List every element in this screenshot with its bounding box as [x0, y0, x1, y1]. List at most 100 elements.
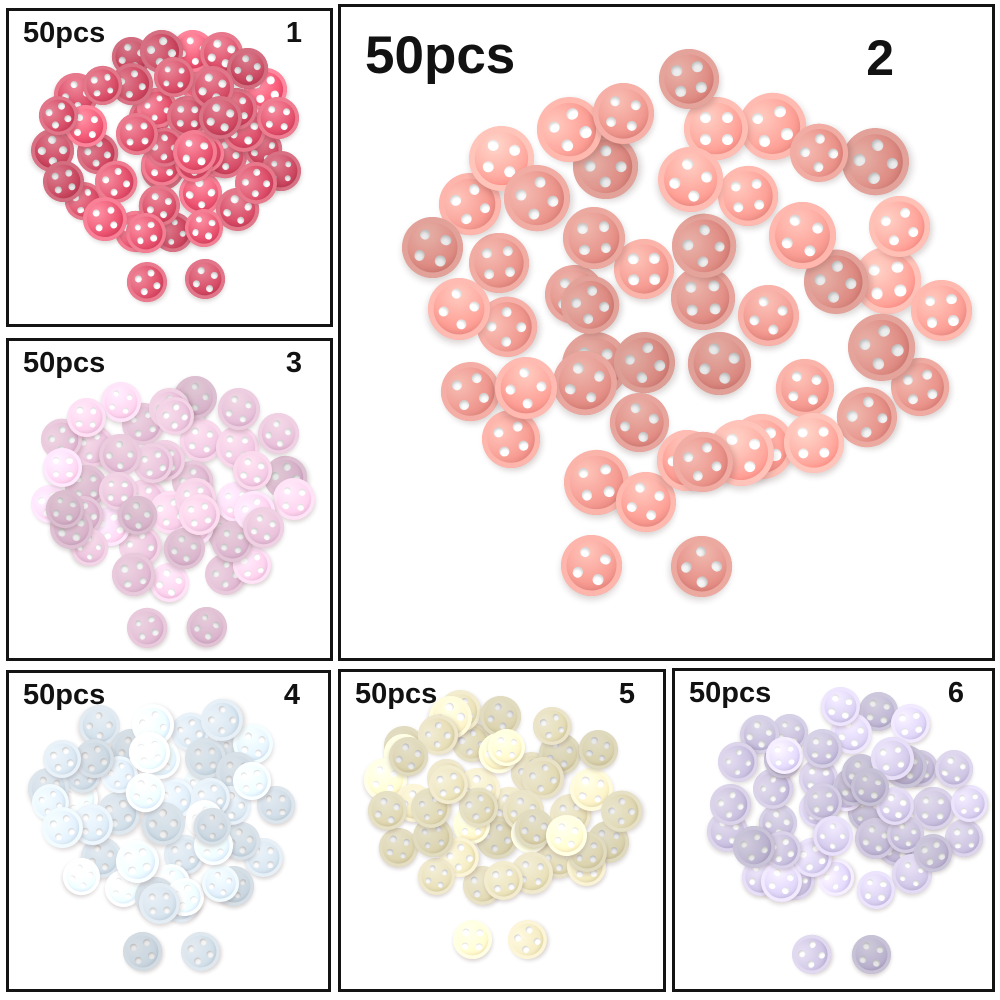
button-hole — [556, 725, 565, 734]
button-hole — [505, 869, 513, 877]
button-hole — [148, 892, 156, 900]
button-hole — [147, 818, 159, 830]
button-hole — [613, 158, 630, 175]
button-hole — [805, 861, 814, 871]
button-hole — [958, 794, 966, 802]
button-hole — [709, 558, 725, 574]
button-hole — [699, 134, 711, 146]
button-hole — [100, 175, 111, 185]
button-hole — [868, 264, 881, 277]
button-hole — [114, 439, 125, 450]
button-hole — [282, 107, 291, 116]
button-hole — [134, 223, 142, 232]
button-hole — [163, 905, 171, 914]
button-hole — [924, 857, 934, 867]
button-hole — [436, 303, 452, 319]
button-hole — [787, 212, 803, 228]
button-hole — [56, 496, 65, 505]
button-hole — [483, 269, 495, 281]
button-hole — [640, 340, 655, 355]
button-hole — [206, 52, 217, 63]
button-hole — [502, 246, 514, 258]
button-hole — [158, 807, 169, 819]
button-hole — [486, 714, 496, 724]
button-hole — [753, 720, 763, 730]
button-hole — [711, 238, 727, 255]
button-hole — [89, 474, 97, 483]
button-hole — [457, 398, 471, 412]
button-hole — [194, 215, 203, 224]
button-hole — [155, 580, 165, 590]
button-hole — [455, 842, 465, 853]
button-hole — [399, 851, 408, 860]
button-hole — [812, 131, 827, 146]
button-hole — [402, 838, 411, 847]
button-hole — [196, 485, 205, 494]
button-hole — [207, 746, 216, 755]
button-hole — [104, 450, 116, 461]
button-hole — [112, 388, 121, 398]
button-hole — [256, 566, 265, 574]
button-hole — [180, 412, 190, 422]
button-hole — [185, 36, 196, 46]
button-hole — [691, 60, 704, 73]
button-hole — [125, 89, 135, 100]
button-hole — [108, 402, 117, 411]
button-hole — [72, 532, 82, 542]
button-hole — [775, 303, 790, 318]
button-hole — [124, 538, 135, 549]
button-hole — [192, 623, 202, 633]
button-hole — [389, 835, 398, 844]
button-hole — [130, 69, 141, 79]
button-hole — [453, 316, 469, 332]
button-hole — [773, 104, 788, 119]
button-hole — [699, 111, 711, 123]
button-hole — [475, 793, 485, 803]
button-hole — [211, 619, 221, 630]
button-hole — [189, 895, 199, 904]
sewing-button — [173, 924, 228, 978]
button-hole — [743, 460, 757, 474]
button-hole — [717, 370, 733, 386]
button-hole — [858, 424, 874, 440]
button-hole — [476, 943, 484, 951]
button-hole — [921, 796, 930, 805]
button-hole — [921, 811, 929, 820]
button-hole — [571, 825, 580, 835]
button-hole — [262, 532, 272, 543]
button-hole — [158, 209, 168, 219]
button-hole — [504, 266, 516, 279]
button-hole — [90, 76, 99, 84]
button-hole — [881, 805, 891, 814]
button-hole — [252, 61, 262, 72]
sewing-button — [573, 724, 624, 774]
button-hole — [137, 718, 148, 729]
button-hole — [261, 179, 272, 190]
button-hole — [48, 751, 58, 760]
button-hole — [591, 572, 605, 586]
button-hole — [739, 839, 750, 850]
sewing-button — [847, 930, 896, 978]
button-hole — [433, 254, 447, 267]
button-hole — [878, 213, 893, 228]
button-hole — [931, 840, 941, 849]
button-hole — [828, 841, 838, 851]
button-hole — [447, 193, 463, 208]
button-hole — [497, 445, 510, 459]
button-hole — [270, 160, 278, 168]
button-hole — [513, 933, 523, 943]
sewing-button — [783, 411, 845, 474]
button-hole — [186, 718, 196, 728]
button-hole — [499, 334, 515, 349]
button-hole — [271, 418, 282, 428]
button-hole — [176, 80, 185, 88]
button-hole — [960, 807, 968, 815]
button-hole — [897, 759, 906, 769]
button-hole — [628, 401, 643, 416]
button-hole — [532, 174, 548, 191]
button-hole — [874, 778, 883, 787]
button-hole — [481, 160, 495, 174]
button-hole — [206, 117, 216, 127]
button-hole — [600, 241, 612, 254]
button-hole — [154, 93, 164, 103]
